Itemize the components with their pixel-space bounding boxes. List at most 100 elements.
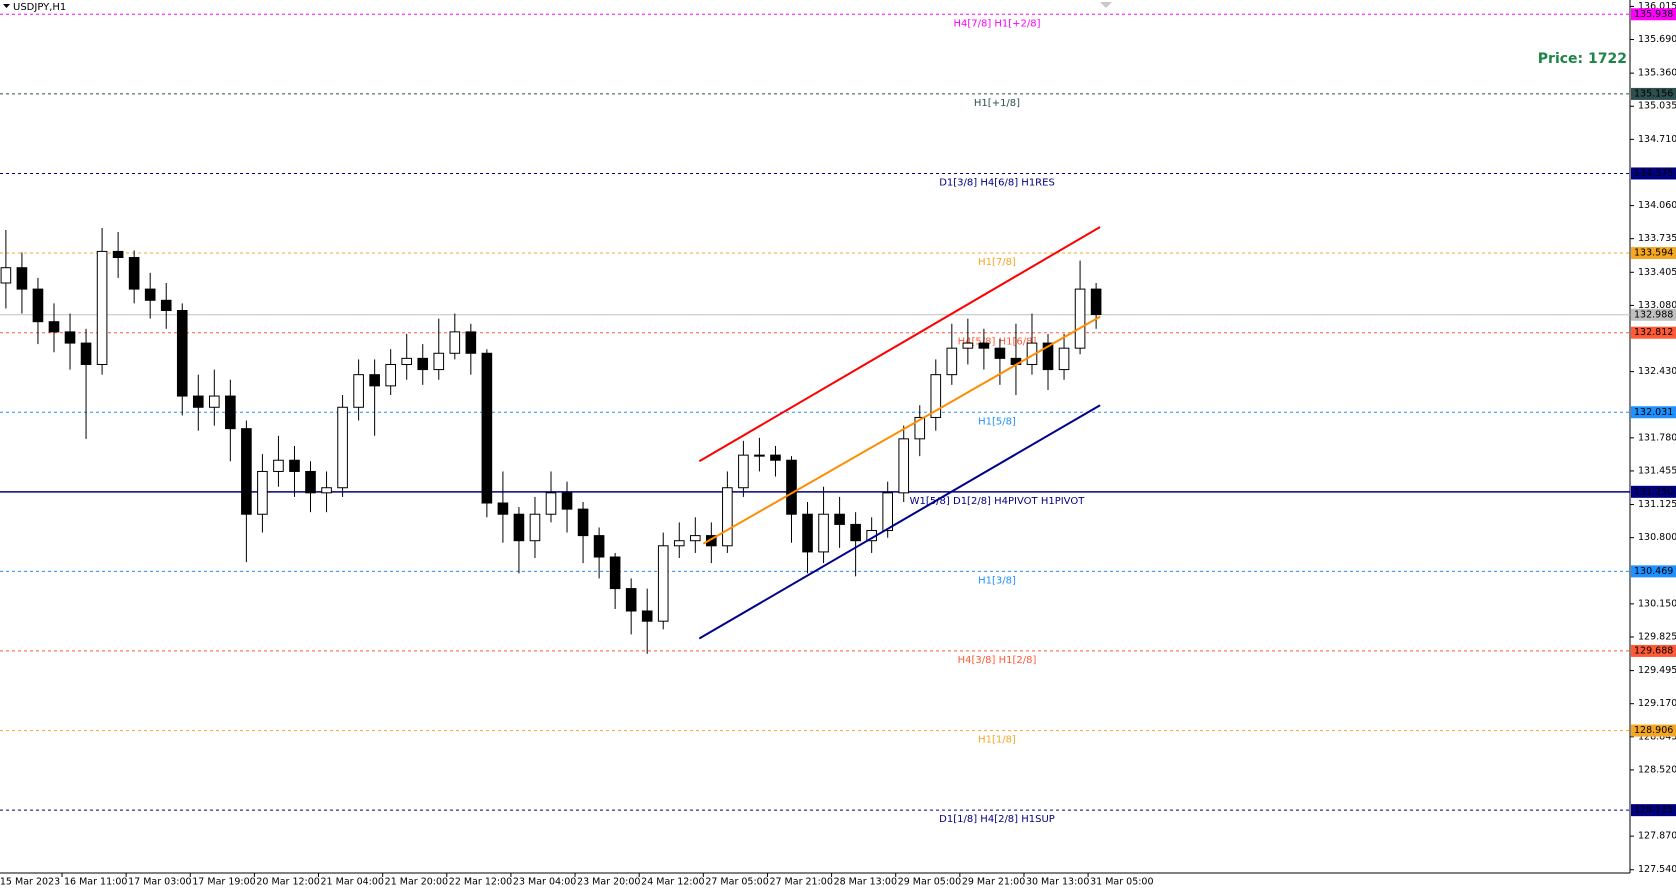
- y-tick-label: 136.015: [1638, 1, 1676, 12]
- x-tick-label: 16 Mar 11:00: [64, 877, 127, 888]
- level-label: D1[3/8] H4[6/8] H1RES: [939, 177, 1055, 188]
- candle-body: [1090, 288, 1102, 316]
- level-tag-text: 134.375: [1634, 168, 1673, 179]
- candle-body: [978, 342, 990, 349]
- x-tick-label: 21 Mar 04:00: [321, 877, 384, 888]
- candle-body: [0, 267, 12, 284]
- x-tick-label: 23 Mar 04:00: [513, 877, 576, 888]
- y-tick-label: 134.710: [1638, 134, 1676, 145]
- x-tick-label: 30 Mar 13:00: [1026, 877, 1089, 888]
- candle-body: [754, 454, 765, 457]
- candle-body: [834, 513, 845, 525]
- x-tick-label: 31 Mar 05:00: [1090, 877, 1153, 888]
- candle-body: [192, 395, 204, 408]
- level-tag-text: 128.125: [1634, 805, 1673, 816]
- candle-body: [449, 331, 461, 354]
- y-tick-label: 127.540: [1638, 864, 1676, 875]
- y-tick-label: 132.430: [1638, 366, 1676, 377]
- candle-body: [898, 438, 910, 494]
- candle-body: [273, 459, 284, 472]
- candle-body: [32, 288, 44, 323]
- y-tick-label: 130.150: [1638, 598, 1676, 609]
- x-tick-label: 17 Mar 03:00: [128, 877, 191, 888]
- candle-body: [641, 610, 653, 622]
- candle-body: [818, 513, 829, 553]
- x-tick-label: 23 Mar 20:00: [577, 877, 640, 888]
- x-tick-label: 15 Mar 2023: [0, 877, 60, 888]
- level-label: H4[3/8] H1[2/8]: [958, 655, 1037, 666]
- y-tick-label: 127.870: [1638, 831, 1676, 842]
- y-tick-label: 131.125: [1638, 499, 1676, 510]
- candle-body: [80, 342, 92, 365]
- candle-body: [625, 588, 637, 612]
- level-tag-text: 130.469: [1634, 566, 1673, 577]
- level-label: H1[3/8]: [978, 575, 1016, 586]
- candle-body: [144, 288, 156, 301]
- candle-body: [337, 406, 348, 489]
- level-tag: [1631, 724, 1676, 737]
- candle-body: [369, 374, 380, 387]
- level-tag-text: 128.906: [1634, 725, 1673, 736]
- candle-body: [1074, 288, 1086, 349]
- y-tick-label: 129.825: [1638, 631, 1676, 642]
- chart-title: USDJPY,H1: [13, 2, 66, 13]
- candle-body: [160, 299, 172, 311]
- candle-body: [48, 321, 60, 333]
- candle-body: [561, 492, 573, 510]
- level-tag-text: 131.250: [1634, 486, 1673, 497]
- level-tag: [1631, 804, 1676, 817]
- level-tag: [1631, 565, 1676, 578]
- candle-body: [882, 492, 893, 532]
- level-tag-text: 132.988: [1634, 309, 1673, 320]
- level-tag: [1631, 644, 1676, 657]
- channel-line: [698, 404, 1101, 640]
- candle-body: [657, 545, 669, 622]
- candle-body: [994, 347, 1006, 359]
- level-label: H1[+1/8]: [974, 98, 1020, 109]
- y-tick-label: 129.170: [1638, 698, 1676, 709]
- candle-body: [914, 416, 926, 440]
- candle-body: [577, 508, 589, 537]
- symbol-menu-arrow[interactable]: [3, 4, 10, 8]
- x-tick-label: 29 Mar 05:00: [898, 877, 961, 888]
- candle-body: [112, 250, 124, 259]
- x-tick-label: 28 Mar 13:00: [834, 877, 897, 888]
- y-tick-label: 129.495: [1638, 665, 1676, 676]
- y-tick-label: 133.080: [1638, 300, 1676, 311]
- y-tick-label: 133.735: [1638, 233, 1676, 244]
- level-tag-text: 132.031: [1634, 407, 1673, 418]
- shift-marker: [1100, 2, 1112, 8]
- candle-body: [257, 470, 268, 515]
- candle-body: [176, 309, 188, 397]
- y-tick-label: 134.060: [1638, 200, 1676, 211]
- candle-body: [417, 357, 429, 371]
- x-tick-label: 24 Mar 12:00: [641, 877, 704, 888]
- x-tick-label: 21 Mar 20:00: [385, 877, 448, 888]
- y-tick-label: 135.360: [1638, 68, 1676, 79]
- candle-body: [16, 267, 28, 290]
- x-tick-label: 17 Mar 19:00: [192, 877, 255, 888]
- y-tick-label: 133.405: [1638, 267, 1676, 278]
- candle-body: [609, 556, 621, 590]
- candle-body: [433, 352, 445, 371]
- candle-body: [385, 363, 396, 387]
- candle-body: [209, 395, 220, 408]
- candle-body: [930, 374, 942, 418]
- candle-body: [722, 487, 733, 547]
- candle-body: [706, 535, 717, 547]
- candle-body: [353, 374, 364, 408]
- y-tick-label: 131.455: [1638, 465, 1676, 476]
- candle-body: [850, 523, 861, 542]
- price-annotation: Price: 1722: [1538, 51, 1627, 67]
- level-tag: [1631, 87, 1676, 100]
- candle-body: [96, 250, 108, 365]
- candle-body: [465, 331, 477, 354]
- candle-body: [738, 454, 749, 489]
- candle-body: [481, 352, 493, 504]
- candle-body: [401, 357, 413, 365]
- candle-body: [802, 513, 813, 553]
- x-tick-label: 20 Mar 12:00: [256, 877, 319, 888]
- y-tick-label: 128.845: [1638, 731, 1676, 742]
- level-label: H4[5/8] H1[6/8]: [958, 337, 1037, 348]
